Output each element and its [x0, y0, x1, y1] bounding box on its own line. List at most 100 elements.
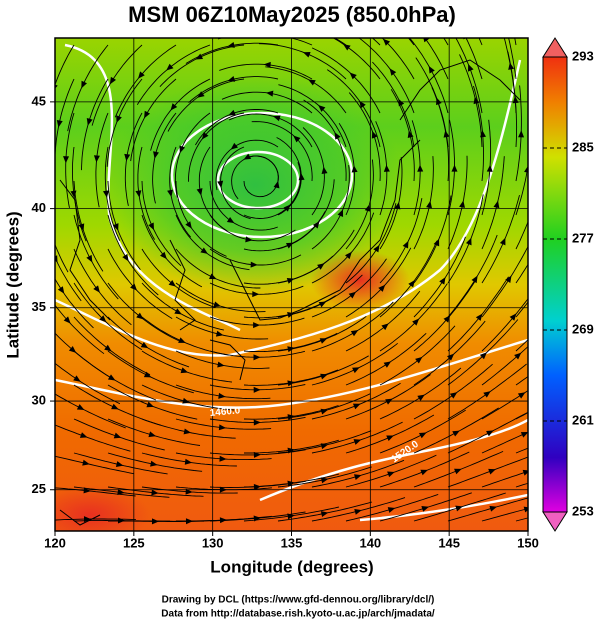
flow-arrow	[354, 508, 362, 515]
flow-arrow	[354, 474, 362, 481]
streamline	[55, 44, 75, 86]
flow-arrow	[512, 96, 519, 104]
flow-arrow	[504, 0, 511, 2]
flow-arrow	[22, 86, 29, 94]
flow-arrow	[245, 236, 253, 243]
flow-arrow	[112, 223, 119, 231]
flow-arrow	[389, 68, 397, 76]
flow-arrow	[359, 100, 366, 109]
flow-arrow	[168, 279, 176, 287]
flow-arrow	[436, 97, 442, 106]
flow-arrow	[334, 132, 341, 140]
flow-arrow	[452, 430, 460, 437]
flow-arrow	[488, 468, 496, 475]
flow-arrow	[135, 190, 142, 198]
x-axis-label: Longitude (degrees)	[210, 557, 373, 576]
y-tick-label: 35	[32, 299, 46, 314]
flow-arrow	[86, 118, 93, 126]
flow-arrow	[455, 505, 463, 512]
flow-arrow	[117, 517, 125, 524]
flow-arrow	[56, 119, 63, 128]
flow-arrow	[136, 312, 144, 320]
flow-arrow	[381, 323, 389, 331]
x-tick-label: 125	[123, 535, 145, 550]
flow-arrow	[185, 221, 192, 229]
flow-arrow	[447, 353, 455, 361]
flow-arrow	[117, 489, 125, 496]
flow-arrow	[151, 489, 159, 496]
colorbar-extend-top	[542, 37, 568, 58]
flow-arrow	[352, 367, 360, 374]
flow-arrow	[124, 153, 131, 162]
flow-arrow	[148, 222, 155, 231]
streamline	[40, 147, 55, 241]
flow-arrow	[349, 72, 357, 80]
flow-arrow	[253, 419, 261, 426]
flow-arrow	[213, 301, 221, 308]
flow-arrow	[451, 164, 458, 172]
flow-arrow	[45, 223, 53, 231]
flow-arrow	[418, 432, 427, 439]
flow-arrow	[283, 204, 291, 212]
flow-arrow	[350, 330, 359, 337]
contour-label: 1460.0	[209, 405, 241, 419]
flow-arrow	[218, 392, 226, 399]
flow-arrow	[32, 157, 38, 164]
flow-arrow	[217, 361, 225, 368]
axes: 120 125 130 135 140 145 150 25 30 35 40 45	[32, 93, 539, 550]
x-tick-label: 150	[517, 535, 539, 550]
flow-arrow	[524, 165, 528, 173]
flow-arrow	[408, 279, 415, 288]
flow-arrow	[263, 61, 271, 68]
flow-arrow	[180, 367, 189, 374]
flow-arrow	[174, 308, 182, 315]
flow-arrow	[348, 291, 357, 299]
flow-arrow	[104, 344, 112, 352]
flow-arrow	[518, 130, 525, 138]
flow-arrow	[439, 277, 446, 285]
flow-arrow	[475, 313, 483, 321]
flow-arrow	[433, 238, 440, 247]
flow-arrow	[351, 165, 358, 173]
flow-arrow	[109, 76, 117, 85]
flow-arrow	[412, 318, 420, 326]
flow-arrow	[505, 275, 512, 283]
flow-arrow	[486, 430, 494, 437]
flow-arrow	[373, 244, 380, 253]
flow-arrow	[509, 313, 517, 321]
y-tick-label: 40	[32, 200, 46, 215]
flow-arrow	[298, 173, 305, 181]
x-tick-label: 145	[438, 535, 460, 550]
flow-arrow	[421, 506, 429, 512]
flow-arrow	[63, 156, 70, 164]
flow-arrow	[352, 403, 361, 410]
flow-arrow	[26, 121, 33, 129]
flow-arrow	[111, 403, 119, 410]
flow-arrow	[63, 316, 71, 324]
flow-arrow	[219, 455, 227, 462]
flow-arrow	[226, 216, 235, 224]
flow-arrow	[394, 201, 401, 210]
flow-arrow	[185, 488, 193, 495]
flow-arrow	[266, 90, 274, 97]
colorbar-scale	[542, 56, 568, 513]
flow-arrow	[449, 392, 458, 399]
flow-arrow	[218, 424, 227, 431]
credit: Data from http://database.rish.kyoto-u.a…	[161, 609, 435, 620]
streamline	[19, 45, 40, 138]
flow-arrow	[78, 223, 85, 231]
flow-arrow	[113, 432, 122, 439]
streamline	[481, 508, 528, 522]
streamline	[35, 113, 40, 208]
flow-arrow	[383, 164, 390, 172]
flow-arrow	[196, 188, 203, 196]
flow-arrow	[517, 392, 526, 399]
flow-arrow	[345, 251, 352, 260]
flow-arrow	[467, 64, 474, 72]
flow-arrow	[457, 0, 466, 7]
flow-arrow	[417, 394, 425, 401]
flow-arrow	[228, 109, 236, 116]
streamline	[515, 220, 528, 250]
flow-arrow	[93, 155, 100, 163]
flow-arrow	[93, 285, 100, 293]
